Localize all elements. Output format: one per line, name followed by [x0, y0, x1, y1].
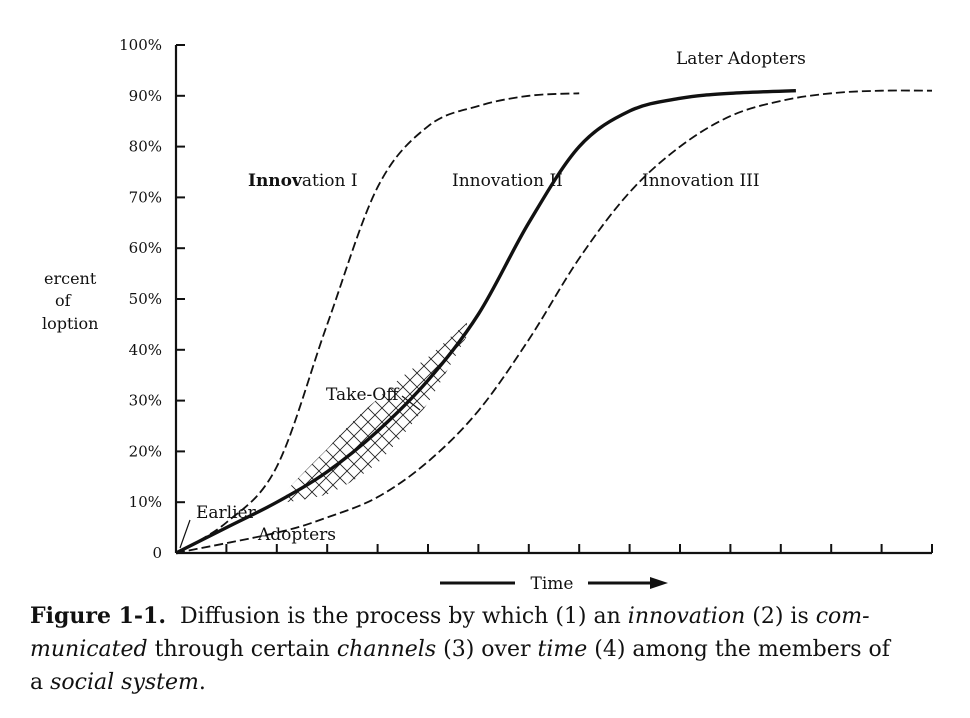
innovation-2-curve: [175, 89, 796, 555]
innovation-3-curve: [175, 89, 933, 554]
earlier-leader: [179, 519, 191, 549]
caption-text: (4) among the members of: [587, 637, 890, 662]
earlier-label: Earlier: [196, 503, 257, 523]
y-tick-label: 80%: [129, 138, 162, 156]
caption-text: Diffusion is the process by which (1) an: [180, 604, 628, 629]
figure-number: Figure 1-1.: [30, 603, 167, 629]
x-axis-label: Time: [531, 574, 574, 594]
y-tick-label: 40%: [129, 341, 162, 359]
caption-text: (2) is: [745, 604, 816, 629]
y-tick-label: 100%: [119, 36, 162, 54]
innovation-3-label: Innovation III: [642, 171, 760, 191]
y-axis-label: ercent: [44, 269, 97, 288]
y-tick-label: 20%: [129, 442, 162, 460]
caption-text: a: [30, 670, 51, 695]
figure-caption: Figure 1-1. Diffusion is the process by w…: [30, 600, 935, 699]
y-tick-label: 50%: [129, 290, 162, 308]
diffusion-chart: 0 10% 20% 30% 40% 50% 60% 70% 80% 90% 100% ercent of…: [42, 36, 933, 594]
innovation-1-curve: [175, 92, 580, 554]
caption-text: (3) over: [436, 637, 538, 662]
adopters-label: Adopters: [257, 525, 336, 545]
caption-text: through certain: [147, 637, 337, 662]
y-tick-label: 90%: [129, 87, 162, 105]
caption-emphasis: com-: [815, 604, 870, 629]
innovation-2-label: Innovation II: [452, 171, 563, 191]
y-tick-label: 0: [152, 544, 162, 562]
y-tick-label: 30%: [129, 392, 162, 410]
y-axis-label: loption: [42, 314, 98, 333]
caption-emphasis: innovation: [627, 604, 746, 629]
y-axis-label: of: [55, 291, 72, 310]
caption-text: .: [198, 670, 206, 695]
caption-emphasis: municated: [30, 637, 148, 662]
caption-emphasis: time: [537, 637, 588, 662]
take-off-label: Take-Off: [326, 385, 400, 405]
time-arrow-head: [650, 577, 668, 589]
chart-labels: 0 10% 20% 30% 40% 50% 60% 70% 80% 90% 100% ercent of…: [42, 36, 806, 594]
axes: [174, 44, 933, 589]
y-tick-label: 70%: [129, 188, 162, 206]
caption-emphasis: channels: [336, 637, 437, 662]
series-lines: [175, 89, 933, 555]
take-off-leader: [401, 395, 421, 411]
y-tick-label: 10%: [129, 493, 162, 511]
y-tick-label: 60%: [129, 239, 162, 257]
caption-emphasis: social system: [50, 670, 199, 695]
innovation-1-label: Innovation I: [248, 171, 358, 191]
later-adopters-label: Later Adopters: [676, 49, 806, 69]
